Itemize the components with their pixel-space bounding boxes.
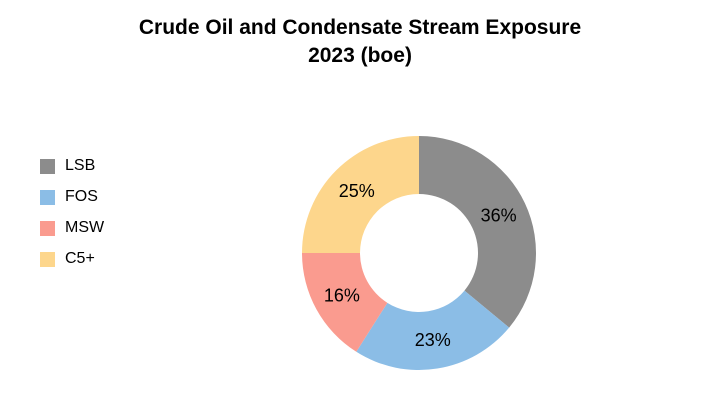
- slice-msw: [302, 253, 388, 352]
- slice-label: 36%: [481, 206, 517, 226]
- slice-lsb: [419, 136, 537, 328]
- legend-item-c5plus: C5+: [40, 249, 104, 269]
- legend-item-lsb: LSB: [40, 156, 104, 176]
- legend-item-msw: MSW: [40, 218, 104, 238]
- legend-swatch: [40, 220, 55, 236]
- slice-fos: [356, 290, 510, 371]
- slice-c5plus: [302, 136, 419, 253]
- chart-title: Crude Oil and Condensate Stream Exposure: [138, 16, 582, 39]
- donut-slices: [302, 136, 537, 371]
- donut-slice-labels: 36% 23% 16% 25%: [324, 181, 517, 350]
- chart-title-block: Crude Oil and Condensate Stream Exposure…: [0, 14, 720, 70]
- legend-label: MSW: [65, 219, 105, 236]
- legend-swatch: [40, 189, 55, 205]
- slice-label: 16%: [324, 285, 360, 305]
- chart-legend: LSB FOS MSW C5+: [40, 156, 104, 280]
- chart-subtitle: 2023 (boe): [308, 44, 412, 67]
- legend-label: C5+: [65, 250, 95, 267]
- legend-swatch: [40, 251, 55, 267]
- legend-item-fos: FOS: [40, 187, 104, 207]
- slice-label: 25%: [339, 181, 375, 201]
- legend-label: LSB: [65, 157, 96, 174]
- slice-label: 23%: [415, 330, 451, 350]
- legend-label: FOS: [65, 188, 98, 205]
- legend-swatch: [40, 158, 55, 174]
